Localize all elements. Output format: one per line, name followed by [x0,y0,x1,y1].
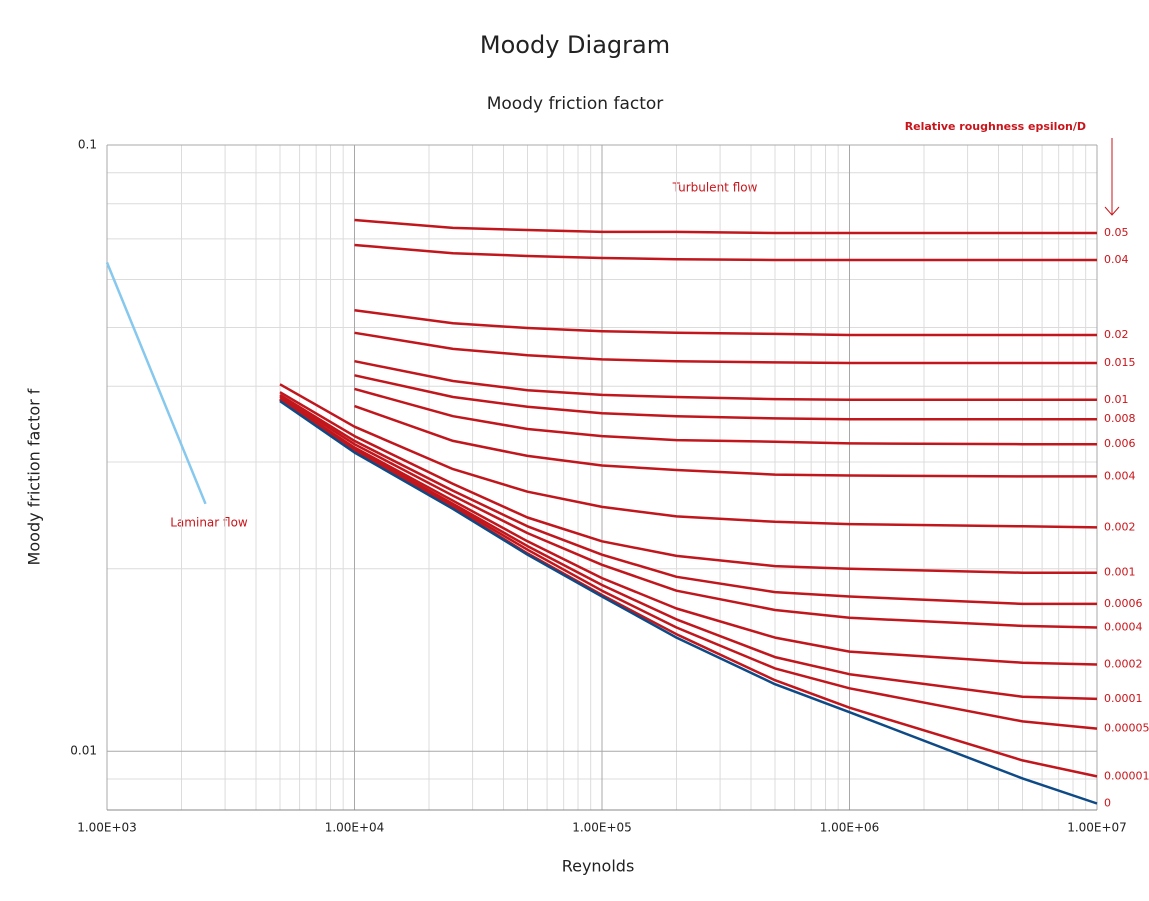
x-axis-label: Reynolds [562,857,635,876]
series-label: 0.04 [1104,253,1129,266]
series-line [279,383,1098,529]
series-label: 0.008 [1104,412,1136,425]
x-tick-label: 1.00E+04 [325,821,385,835]
series-line [279,391,1097,574]
series-label: 0.00005 [1104,722,1149,735]
series-line [354,404,1097,478]
series-label: 0.004 [1104,469,1136,482]
series-label: 0.006 [1104,437,1136,450]
series-line [354,387,1097,446]
series-line [279,398,1098,701]
series-label: 0.0006 [1104,597,1143,610]
series-label: 0.02 [1104,328,1129,341]
y-tick-label: 0.1 [78,138,97,152]
x-tick-label: 1.00E+06 [820,821,880,835]
series-line [354,331,1097,365]
x-tick-label: 1.00E+07 [1067,821,1127,835]
y-axis-label: Moody friction factor f [25,388,44,565]
series-label: 0 [1104,796,1111,809]
annotation: Turbulent flow [672,181,758,195]
annotation: Relative roughness epsilon/D [905,120,1086,133]
series-line [354,308,1097,337]
chart-title: Moody Diagram [480,31,670,59]
series-line [279,398,1098,730]
series-line [279,398,1098,778]
series-line [354,359,1097,402]
y-tick-label: 0.01 [70,744,97,758]
series-line [354,374,1097,421]
series-label: 0.01 [1104,393,1129,406]
series-label: 0.015 [1104,356,1136,369]
series-label: 0.001 [1104,566,1136,579]
series-line [279,395,1098,629]
series-line [279,393,1097,606]
roughness-arrow [1104,138,1120,216]
series-label: 0.00001 [1104,769,1149,782]
chart-subtitle: Moody friction factor [487,94,664,114]
series-line [105,262,207,505]
series-line [354,243,1097,262]
annotation: Laminar flow [170,516,248,530]
series-line [354,218,1097,235]
series-label: 0.0001 [1104,692,1143,705]
x-tick-label: 1.00E+03 [77,821,137,835]
series-label: 0.0004 [1104,621,1143,634]
series-label: 0.002 [1104,520,1136,533]
series-label: 0.05 [1104,226,1129,239]
series-label: 0.0002 [1104,658,1143,671]
series-line [279,400,1098,805]
x-tick-label: 1.00E+05 [572,821,632,835]
series-line [279,397,1098,666]
